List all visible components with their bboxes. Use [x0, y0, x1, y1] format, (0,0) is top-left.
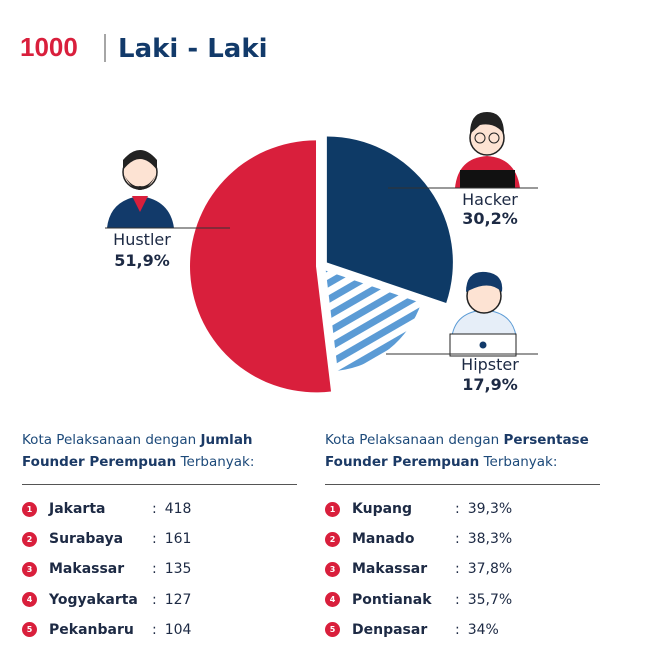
colon: : [152, 531, 157, 548]
list-row: 4 Yogyakarta:127 [22, 589, 191, 611]
rank-badge: 4 [22, 592, 37, 608]
data-label: 30,2% [462, 209, 518, 228]
list-row: 2 Surabaya:161 [22, 528, 191, 550]
intro-text: Persentase Founder Perempuan [325, 432, 589, 470]
list-intro: Kota Pelaksanaan dengan Jumlah Founder P… [22, 429, 302, 473]
list-row: 5 Denpasar:34% [325, 619, 499, 641]
chart: 1000 Laki - Laki Hustler 51,9% Hacker30,2%… [20, 32, 538, 394]
colon: : [152, 501, 157, 517]
city: Kupang [352, 501, 413, 517]
rank-badge: 1 [325, 501, 340, 517]
value: 39,3% [467, 501, 513, 517]
pie-slice [325, 270, 422, 371]
city: Jakarta [49, 501, 106, 517]
rank-badge: 1 [22, 501, 37, 517]
colon: : [455, 621, 460, 638]
value: 37,8% [467, 561, 513, 578]
pie-slice [190, 140, 332, 393]
rank-badge: 5 [325, 622, 340, 638]
legend-label: Hacker [462, 190, 518, 209]
city: Makassar [352, 561, 428, 578]
value: 127 [164, 591, 192, 608]
value: 135 [164, 561, 192, 578]
intro-text: Kota Pelaksanaan dengan [325, 432, 504, 448]
rank-badge: 2 [325, 531, 340, 547]
legend-label: Hipster [461, 355, 519, 374]
colon: : [455, 531, 460, 548]
hacker-icon [455, 112, 520, 188]
colon: : [455, 591, 460, 608]
rank-badge: 4 [325, 592, 340, 608]
data-label: 17,9% [462, 375, 518, 394]
intro-text: Terbanyak: [479, 454, 558, 470]
intro-text: Kota Pelaksanaan dengan [22, 432, 201, 448]
value: 104 [164, 621, 192, 638]
intro-text: Terbanyak: [176, 454, 255, 470]
rank-badge: 2 [22, 531, 37, 547]
logo: 1000 [20, 32, 78, 62]
city: Pontianak [352, 591, 432, 608]
colon: : [152, 561, 157, 578]
city: Surabaya [49, 531, 124, 548]
rule [22, 484, 297, 485]
list-row: 3 Makassar:37,8% [325, 558, 512, 580]
value: 34% [467, 621, 499, 638]
list-row: 4 Pontianak:35,7% [325, 589, 512, 611]
list-row: 2 Manado:38,3% [325, 528, 512, 550]
hipster-icon [449, 271, 517, 357]
colon: : [455, 501, 460, 517]
list-row: 3 Makassar:135 [22, 558, 191, 580]
list-row: 1 Kupang:39,3% [325, 498, 512, 520]
city: Denpasar [352, 621, 428, 638]
pie-slice [326, 136, 453, 303]
list-row: 1 Jakarta:418 [22, 498, 191, 520]
value: 38,3% [467, 531, 513, 548]
rank-badge: 5 [22, 622, 37, 638]
colon: : [152, 621, 157, 638]
rule [325, 484, 600, 485]
hustler-icon [107, 150, 174, 228]
list-intro: Kota Pelaksanaan dengan Persentase Found… [325, 429, 605, 473]
data-label: 51,9% [114, 251, 170, 270]
value: 418 [164, 501, 192, 517]
value: 35,7% [467, 591, 513, 608]
city: Manado [352, 531, 415, 548]
value: 161 [164, 531, 192, 548]
legend-label: Hustler [113, 230, 171, 249]
rank-badge: 3 [22, 561, 37, 577]
colon: : [455, 561, 460, 578]
colon: : [152, 591, 157, 608]
rank-badge: 3 [325, 561, 340, 577]
intro-text: Jumlah Founder Perempuan [22, 432, 253, 470]
city: Pekanbaru [49, 621, 134, 638]
city: Yogyakarta [49, 591, 138, 608]
list-row: 5 Pekanbaru:104 [22, 619, 191, 641]
page-title: Laki - Laki [118, 34, 268, 64]
city: Makassar [49, 561, 125, 578]
